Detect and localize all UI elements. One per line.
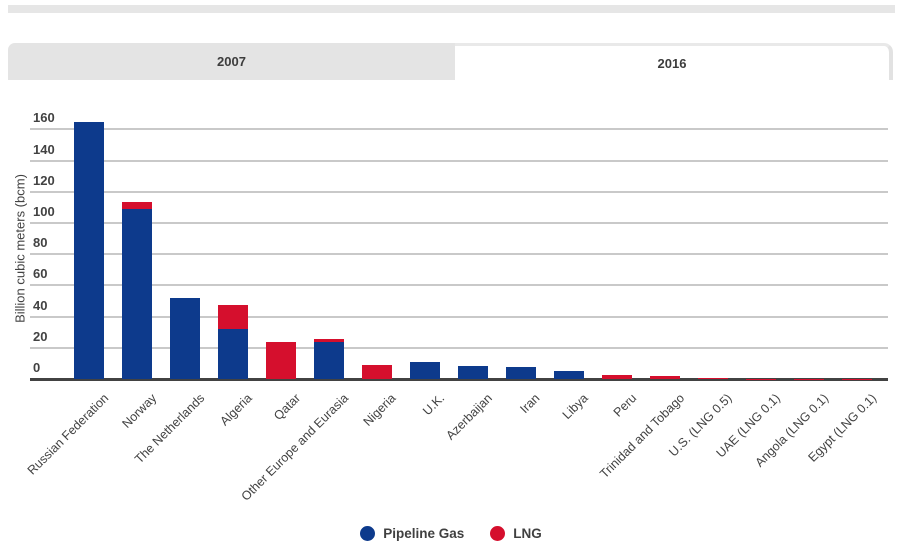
y-tick-label: 60 — [33, 266, 48, 282]
legend-item-pipeline-gas[interactable]: Pipeline Gas — [360, 525, 465, 541]
bar-lng[interactable] — [698, 378, 728, 379]
gridline — [30, 346, 888, 349]
y-tick-label: 100 — [33, 204, 55, 219]
legend-label: LNG — [513, 525, 542, 541]
x-category-label: Nigeria — [360, 391, 399, 429]
bar-lng[interactable] — [314, 339, 344, 343]
x-category-label: Norway — [119, 391, 159, 431]
tab-2016[interactable]: 2016 — [455, 43, 893, 80]
x-category-label: Azerbaijan — [443, 391, 495, 443]
gridline — [30, 128, 888, 131]
bar-pipeline-gas[interactable] — [410, 361, 440, 379]
gridline — [30, 190, 888, 193]
y-tick-label: 40 — [33, 297, 48, 313]
x-category-label: Algeria — [217, 391, 255, 429]
bar-lng[interactable] — [122, 201, 152, 209]
gridline — [30, 159, 888, 162]
bar-pipeline-gas[interactable] — [74, 121, 104, 379]
legend-label: Pipeline Gas — [383, 525, 465, 541]
legend-swatch-icon — [360, 525, 376, 541]
chart-legend: Pipeline Gas LNG — [0, 520, 902, 546]
legend-swatch-icon — [490, 525, 506, 541]
gridline — [30, 284, 888, 287]
bar-lng[interactable] — [650, 375, 680, 379]
y-axis-title: Billion cubic meters (bcm) — [12, 174, 28, 323]
bar-pipeline-gas[interactable] — [554, 371, 584, 379]
x-category-label: Iran — [517, 391, 543, 417]
x-category-label: U.K. — [419, 391, 447, 419]
y-tick-label: 20 — [33, 328, 48, 344]
x-category-label: Trinidad and Tobago — [596, 391, 687, 482]
tab-2007-label: 2007 — [217, 54, 246, 69]
bar-pipeline-gas[interactable] — [314, 342, 344, 379]
bar-pipeline-gas[interactable] — [506, 367, 536, 379]
gridline — [30, 253, 888, 256]
bar-pipeline-gas[interactable] — [170, 297, 200, 379]
y-tick-label: 140 — [33, 141, 55, 157]
y-tick-label: 80 — [33, 235, 48, 251]
y-tick-label: 120 — [33, 172, 55, 188]
x-category-label: Qatar — [270, 391, 303, 424]
y-tick-label: 0 — [33, 360, 41, 375]
bar-pipeline-gas[interactable] — [122, 208, 152, 379]
legend-item-lng[interactable]: LNG — [490, 525, 542, 541]
y-tick-label: 160 — [33, 110, 55, 126]
bar-lng[interactable] — [362, 364, 392, 379]
tab-2007[interactable]: 2007 — [8, 43, 455, 80]
gridline — [30, 315, 888, 318]
bar-pipeline-gas[interactable] — [218, 329, 248, 379]
x-category-label: Peru — [610, 391, 639, 420]
x-category-label: Russian Federation — [24, 391, 111, 478]
bar-pipeline-gas[interactable] — [458, 365, 488, 379]
year-tabs: 2007 2016 — [8, 43, 893, 80]
bar-lng[interactable] — [266, 342, 296, 379]
x-axis-line — [30, 377, 888, 381]
top-divider-strip — [8, 5, 895, 13]
gridline — [30, 222, 888, 224]
bar-lng[interactable] — [602, 375, 632, 379]
tab-2016-label: 2016 — [657, 55, 687, 71]
x-category-label: Libya — [559, 391, 591, 423]
bar-lng[interactable] — [218, 304, 248, 330]
